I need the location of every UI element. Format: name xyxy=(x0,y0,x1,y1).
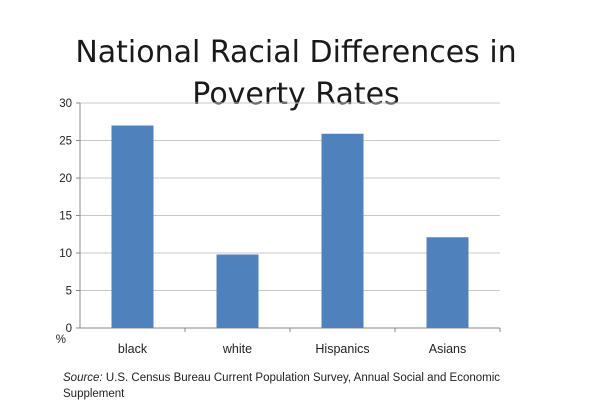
bar-white xyxy=(216,254,259,328)
y-axis-label: % xyxy=(56,334,66,346)
bar-asians xyxy=(426,237,469,328)
y-tick-label: 25 xyxy=(59,136,72,148)
source-label: Source: xyxy=(63,372,103,384)
slide-title: National Racial Differences in Poverty R… xyxy=(0,32,592,116)
x-tick-label: white xyxy=(222,342,252,356)
y-tick-label: 0 xyxy=(66,323,72,335)
source-note: Source: U.S. Census Bureau Current Popul… xyxy=(63,370,543,402)
y-tick-label: 10 xyxy=(59,248,72,260)
title-line-1: National Racial Differences in xyxy=(75,35,517,71)
y-tick-label: 15 xyxy=(59,211,72,223)
y-tick-label: 30 xyxy=(59,98,72,110)
x-tick-label: Asians xyxy=(429,342,467,356)
bar-black xyxy=(111,125,154,328)
x-tick-label: black xyxy=(118,342,148,356)
x-tick-label: Hispanics xyxy=(315,342,369,356)
title-line-2: Poverty Rates xyxy=(192,77,400,113)
y-tick-label: 20 xyxy=(59,173,72,185)
bar-hispanics xyxy=(321,133,364,328)
y-tick-label: 5 xyxy=(66,286,72,298)
source-text: U.S. Census Bureau Current Population Su… xyxy=(63,372,501,400)
